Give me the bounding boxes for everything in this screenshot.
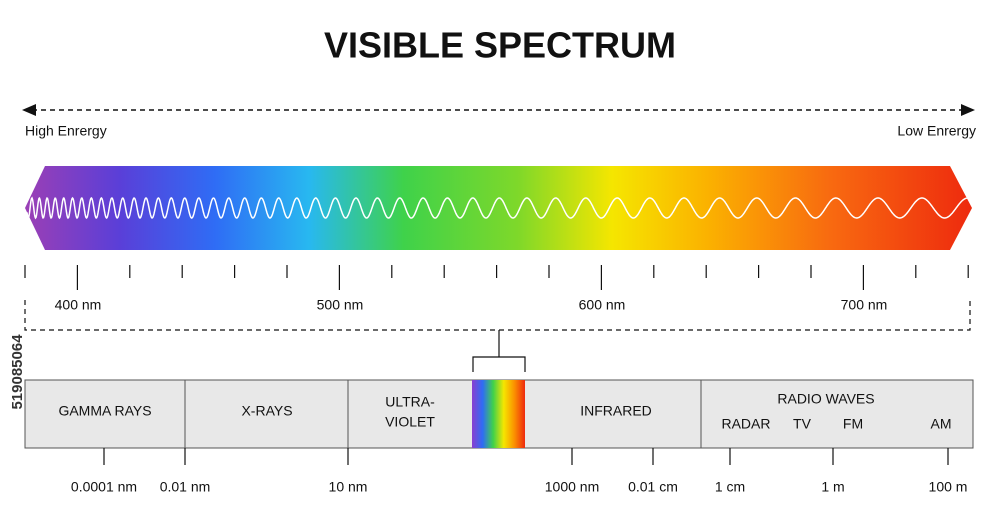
wavelength-label: 500 nm <box>317 297 364 313</box>
scale-label: 0.01 nm <box>160 479 211 495</box>
scale-label: 1000 nm <box>545 479 599 495</box>
scale-label: 0.01 cm <box>628 479 678 495</box>
scale-label: 100 m <box>929 479 968 495</box>
band-label: X-RAYS <box>241 403 292 419</box>
scale: 0.0001 nm 0.01 nm 10 nm 1000 nm 0.01 cm 1 cm 1… <box>71 448 968 495</box>
band-label: INFRARED <box>580 403 652 419</box>
band-label: VIOLET <box>385 414 435 430</box>
scale-label: 1 m <box>821 479 844 495</box>
wavelength-ticks <box>24 265 969 290</box>
title: VISIBLE SPECTRUM <box>324 25 676 66</box>
radio-label: AM <box>931 416 952 432</box>
band-label: RADIO WAVES <box>777 391 874 407</box>
low-energy-label: Low Enrergy <box>897 123 976 139</box>
radio-sub-labels: RADAR TV FM AM <box>721 416 951 432</box>
zoom-connector <box>24 300 971 372</box>
energy-arrow <box>22 104 975 116</box>
wavelength-label: 700 nm <box>841 297 888 313</box>
wavelength-label: 600 nm <box>579 297 626 313</box>
scale-label: 10 nm <box>329 479 368 495</box>
radio-label: FM <box>843 416 863 432</box>
radio-label: TV <box>793 416 812 432</box>
scale-label: 0.0001 nm <box>71 479 137 495</box>
band-label: ULTRA- <box>385 394 435 410</box>
spectrum-band <box>25 166 972 250</box>
wave <box>26 196 971 220</box>
radio-label: RADAR <box>721 416 770 432</box>
scale-label: 1 cm <box>715 479 745 495</box>
wavelength-label: 400 nm <box>55 297 102 313</box>
em-bar <box>24 379 974 449</box>
stock-id: 519085064 <box>9 334 26 410</box>
high-energy-label: High Enrergy <box>25 123 107 139</box>
band-label: GAMMA RAYS <box>58 403 151 419</box>
